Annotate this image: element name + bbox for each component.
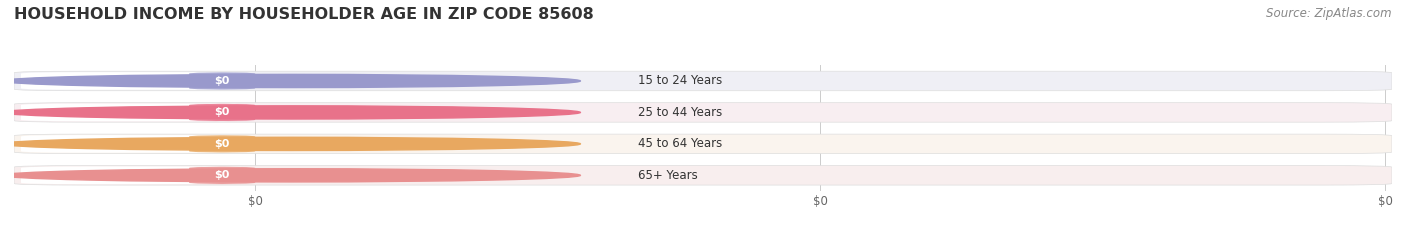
Text: Source: ZipAtlas.com: Source: ZipAtlas.com (1267, 7, 1392, 20)
FancyBboxPatch shape (14, 103, 1392, 122)
Text: 45 to 64 Years: 45 to 64 Years (638, 137, 723, 150)
FancyBboxPatch shape (14, 71, 1392, 91)
FancyBboxPatch shape (188, 72, 256, 90)
Text: 25 to 44 Years: 25 to 44 Years (638, 106, 723, 119)
Text: 15 to 24 Years: 15 to 24 Years (638, 75, 723, 87)
Circle shape (1, 169, 581, 182)
FancyBboxPatch shape (14, 134, 1392, 154)
FancyBboxPatch shape (21, 167, 242, 184)
FancyBboxPatch shape (188, 104, 256, 121)
Circle shape (1, 137, 581, 151)
Text: $0: $0 (215, 76, 229, 86)
Circle shape (1, 106, 581, 119)
Text: $0: $0 (215, 139, 229, 149)
Text: $0: $0 (215, 107, 229, 117)
FancyBboxPatch shape (188, 167, 256, 184)
Circle shape (1, 74, 581, 88)
Text: 65+ Years: 65+ Years (638, 169, 697, 182)
FancyBboxPatch shape (21, 104, 242, 121)
Text: $0: $0 (215, 170, 229, 180)
FancyBboxPatch shape (188, 135, 256, 153)
FancyBboxPatch shape (21, 135, 242, 153)
Text: HOUSEHOLD INCOME BY HOUSEHOLDER AGE IN ZIP CODE 85608: HOUSEHOLD INCOME BY HOUSEHOLDER AGE IN Z… (14, 7, 593, 22)
FancyBboxPatch shape (21, 72, 242, 90)
FancyBboxPatch shape (14, 166, 1392, 185)
